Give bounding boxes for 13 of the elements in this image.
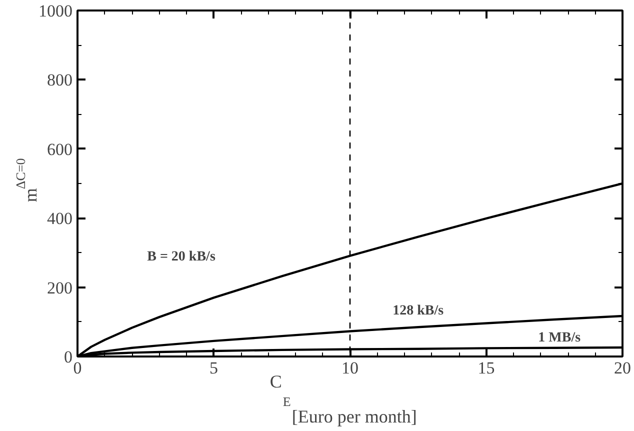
x-tick-label: 5 <box>210 358 218 378</box>
text: B = 20 kB/s <box>147 250 216 265</box>
y-tick-label: 1000 <box>38 2 72 20</box>
y-tick-label: 400 <box>47 209 72 228</box>
x-tick-label: 10 <box>342 358 358 378</box>
y-tick-label: 600 <box>47 140 72 159</box>
y-tick-label: 200 <box>47 278 72 298</box>
series-label: 128 kB/s <box>392 304 444 319</box>
y-axis-title: mΔC=0 <box>13 158 40 202</box>
x-tick-label: 20 <box>614 358 631 378</box>
y-tick-label: 800 <box>47 70 72 90</box>
x-tick-label: 15 <box>478 358 495 378</box>
series-label: 1 MB/s <box>538 330 582 346</box>
